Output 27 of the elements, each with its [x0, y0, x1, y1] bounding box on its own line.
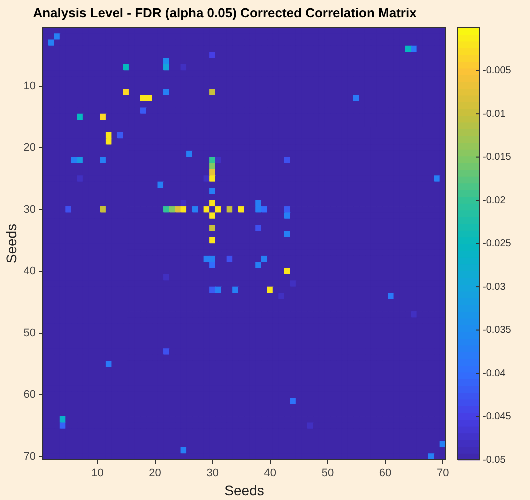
y-axis-title: Seeds: [3, 224, 20, 264]
x-tick-label: 70: [436, 468, 450, 480]
y-tick-label: 70: [24, 450, 36, 463]
x-tick-label: 40: [264, 468, 277, 480]
y-tick-label: 60: [24, 389, 36, 402]
y-tick-label: 50: [24, 327, 36, 340]
color-bar-label: -0.01: [483, 108, 506, 120]
color-bar-label: -0.02: [483, 195, 506, 206]
y-tick-label: 40: [24, 266, 36, 278]
color-bar-label: -0.015: [483, 152, 512, 164]
color-bar-label: -0.03: [483, 282, 506, 293]
color-bar-label: -0.05: [483, 454, 506, 466]
x-tick-label: 10: [92, 468, 104, 480]
x-tick-label: 20: [149, 468, 162, 480]
x-tick-label: 30: [206, 468, 219, 480]
color-bar-label: -0.045: [483, 412, 512, 423]
color-bar-label: -0.005: [483, 66, 512, 77]
chart-title: Analysis Level - FDR (alpha 0.05) Corrected Correlation Matrix: [33, 5, 418, 20]
color-bar-label: -0.04: [483, 368, 506, 380]
y-tick-label: 30: [24, 204, 36, 216]
x-tick-label: 60: [379, 468, 392, 480]
y-tick-label: 20: [24, 142, 36, 154]
y-tick-label: 10: [24, 80, 36, 92]
x-tick-label: 50: [322, 468, 334, 480]
color-bar-label: -0.025: [483, 238, 512, 250]
x-axis-title: Seeds: [224, 482, 264, 498]
color-bar-label: -0.035: [483, 325, 512, 336]
